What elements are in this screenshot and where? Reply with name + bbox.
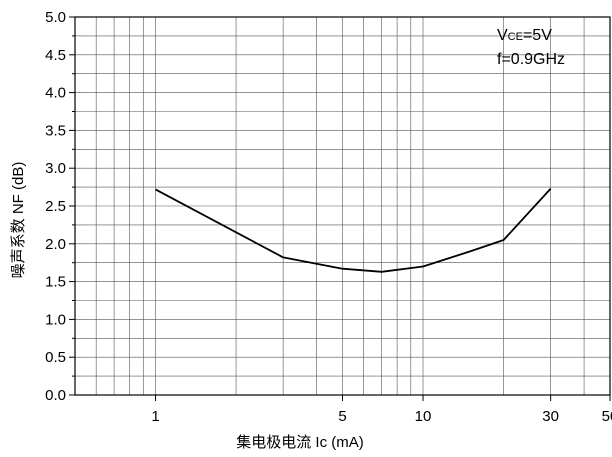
y-tick-label: 0.0 bbox=[45, 387, 66, 404]
x-axis-tick-labels: 1 5 10 30 50 bbox=[151, 408, 612, 425]
y-tick-label: 1.5 bbox=[45, 274, 66, 291]
y-tick-label: 5.0 bbox=[45, 9, 66, 26]
y-tick-label: 3.0 bbox=[45, 160, 66, 177]
y-axis-tick-labels: 0.0 0.5 1.0 1.5 2.0 2.5 3.0 3.5 4.0 4.5 5.0 bbox=[45, 9, 66, 404]
x-tick-label: 10 bbox=[415, 408, 432, 425]
annotation-line1: VCE=5V bbox=[497, 27, 552, 44]
x-axis-title: 集电极电流 Ic (mA) bbox=[236, 434, 364, 451]
x-tick-label: 50 bbox=[602, 408, 612, 425]
condition-annotation: VCE=5V f=0.9GHz bbox=[497, 27, 565, 68]
y-tick-label: 4.0 bbox=[45, 85, 66, 102]
y-axis-title: 噪声系数 NF (dB) bbox=[9, 162, 27, 279]
x-tick-label: 1 bbox=[151, 408, 159, 425]
x-axis-ticks bbox=[156, 395, 610, 401]
series-group bbox=[156, 189, 551, 272]
y-tick-label: 1.0 bbox=[45, 311, 66, 328]
annotation-line2: f=0.9GHz bbox=[497, 51, 565, 68]
y-tick-label: 0.5 bbox=[45, 349, 66, 366]
x-tick-label: 5 bbox=[338, 408, 346, 425]
y-tick-label: 3.5 bbox=[45, 122, 66, 139]
y-axis-ticks bbox=[69, 17, 75, 395]
series-line bbox=[156, 189, 551, 272]
x-tick-label: 30 bbox=[542, 408, 559, 425]
y-tick-label: 4.5 bbox=[45, 47, 66, 64]
y-tick-label: 2.0 bbox=[45, 236, 66, 253]
y-tick-label: 2.5 bbox=[45, 198, 66, 215]
